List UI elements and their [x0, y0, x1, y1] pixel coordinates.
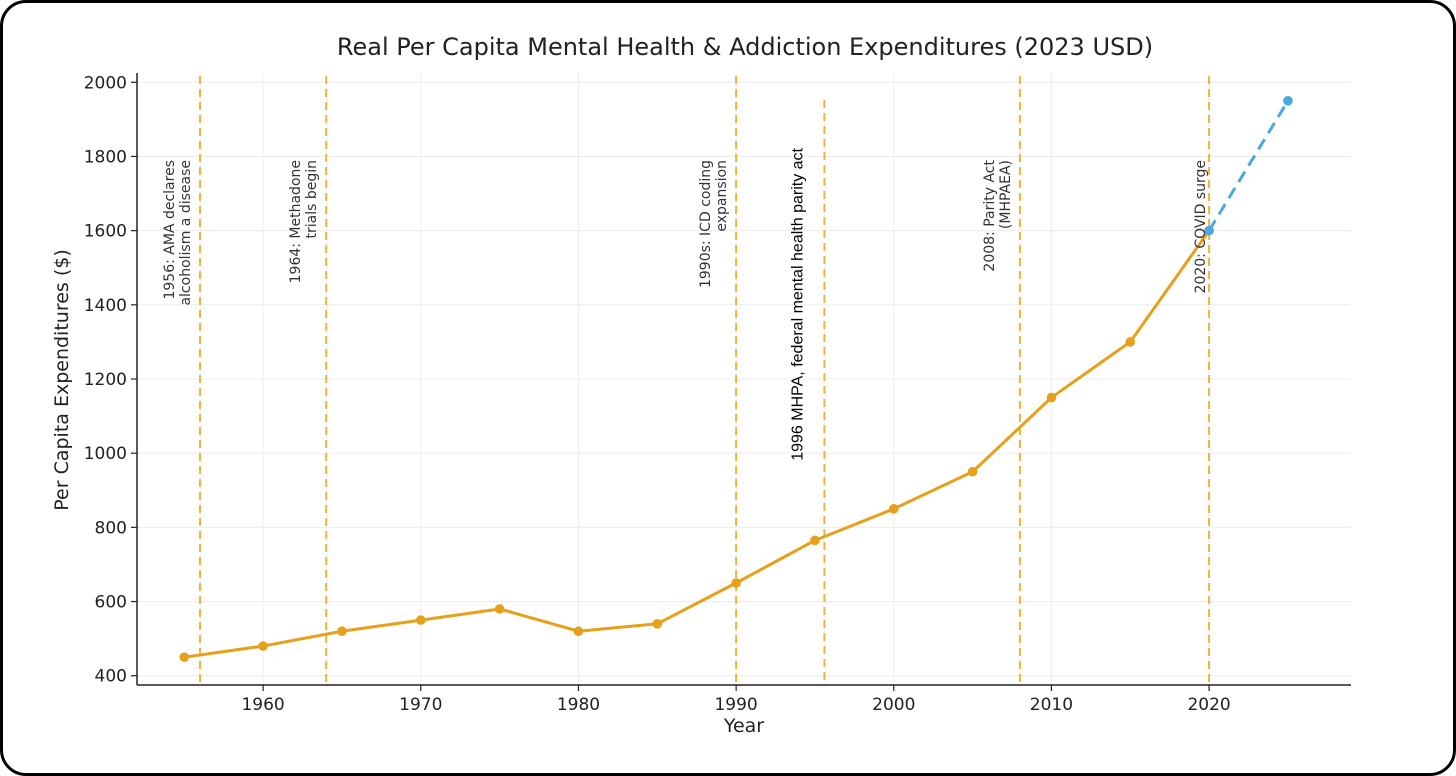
x-tick-label: 2020 — [1187, 695, 1230, 715]
data-point-historical — [1125, 337, 1136, 347]
series-line-projection — [1207, 100, 1290, 232]
data-point-historical — [573, 626, 584, 637]
event-label-line: 1956: AMA declares — [162, 160, 178, 300]
y-tick-label: 600 — [95, 593, 127, 613]
data-point-projection — [1204, 225, 1214, 236]
data-point-historical — [494, 604, 505, 614]
series-layer — [179, 96, 1293, 662]
data-point-historical — [415, 615, 426, 625]
x-tick-label: 2000 — [872, 695, 915, 715]
event-label-line: 2008: Parity Act — [982, 159, 998, 271]
x-tick-label: 2010 — [1030, 695, 1073, 715]
event-label-line: expansion — [714, 160, 730, 232]
y-tick-label: 1000 — [84, 444, 127, 464]
x-axis-label: Year — [723, 715, 764, 737]
y-axis-label: Per Capita Expenditures ($) — [51, 249, 73, 511]
y-tick-label: 1200 — [84, 370, 127, 390]
event-label-line: trials begin — [304, 160, 320, 239]
axes-layer — [131, 73, 1351, 691]
data-point-historical — [810, 535, 820, 546]
data-point-historical — [1046, 392, 1057, 403]
data-point-historical — [652, 619, 663, 629]
data-point-historical — [337, 626, 347, 637]
event-label-line: alcoholism a disease — [178, 160, 194, 306]
chart-title: Real Per Capita Mental Health & Addictio… — [337, 33, 1153, 61]
event-lines-layer — [199, 76, 1211, 685]
event-label-line: 1964: Methadone — [288, 160, 304, 283]
event-label-line: 1990s: ICD coding — [698, 160, 714, 288]
labels-layer: Real Per Capita Mental Health & Addictio… — [51, 33, 1231, 737]
y-tick-label: 800 — [95, 518, 127, 538]
data-point-historical — [179, 652, 190, 662]
data-point-historical — [967, 466, 978, 477]
x-tick-label: 1980 — [557, 695, 600, 715]
event-label: 1996 MHPA, federal mental health parity … — [789, 147, 806, 460]
y-tick-label: 1600 — [84, 222, 127, 242]
data-point-historical — [258, 641, 268, 651]
x-tick-label: 1960 — [241, 695, 284, 715]
event-label-line: (MHPAEA) — [998, 160, 1014, 229]
y-tick-label: 2000 — [84, 73, 127, 93]
data-point-projection — [1283, 96, 1293, 106]
series-line-historical — [184, 229, 1211, 659]
x-tick-label: 1990 — [714, 695, 757, 715]
y-tick-label: 1400 — [84, 296, 127, 316]
event-label-line: 2020: COVID surge — [1193, 160, 1209, 293]
x-tick-label: 1970 — [399, 695, 442, 715]
data-point-historical — [888, 504, 899, 514]
data-point-historical — [731, 578, 741, 588]
y-tick-label: 1800 — [84, 147, 127, 167]
y-tick-label: 400 — [95, 667, 127, 687]
